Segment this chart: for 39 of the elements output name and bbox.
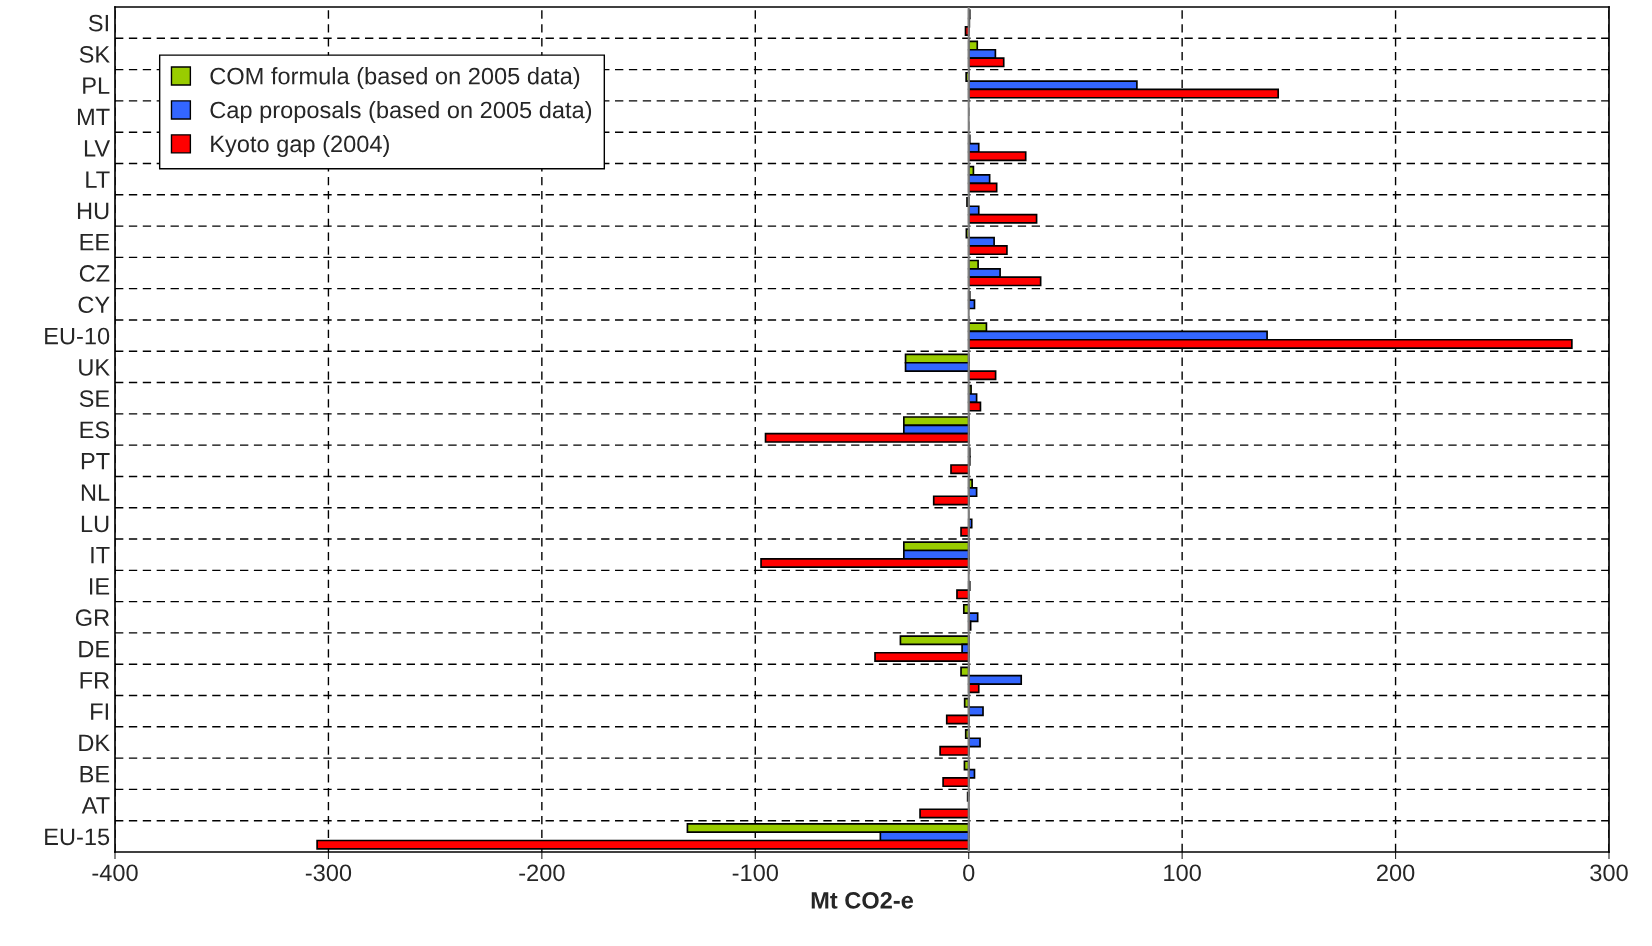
y-tick-label: UK [79, 359, 110, 376]
x-tick-label: 200 [1377, 864, 1415, 882]
y-tick-label: PL [83, 77, 110, 94]
y-tick-label: ES [80, 421, 110, 439]
legend-label: Kyoto gap (2004) [211, 134, 389, 157]
y-tick-label: SE [79, 390, 110, 407]
y-tick-label: IE [90, 578, 110, 595]
y-tick-label: HU [77, 202, 109, 220]
legend-label: Cap proposals (based on 2005 data) [210, 101, 592, 124]
legend-label: COM formula (based on 2005 data) [210, 67, 580, 90]
x-tick-label: -300 [305, 864, 352, 882]
y-tick-label: MT [77, 108, 110, 126]
y-tick-label: EU-10 [45, 327, 110, 345]
x-tick-label: -200 [519, 864, 565, 882]
y-tick-label: DK [79, 734, 110, 752]
y-tick-label: NL [81, 484, 110, 501]
x-axis-title: Mt CO2-e [811, 891, 914, 909]
y-tick-label: LV [84, 140, 111, 157]
y-tick-label: LT [86, 171, 110, 188]
y-tick-label: FI [91, 703, 108, 720]
y-tick-label: EE [80, 234, 110, 251]
x-tick-label: 300 [1590, 864, 1628, 882]
y-tick-label: EU-15 [45, 828, 110, 846]
y-tick-label: DE [79, 640, 110, 658]
x-tick-label: -100 [732, 864, 778, 882]
y-tick-label: AT [81, 797, 110, 814]
y-tick-label: IT [91, 547, 110, 564]
y-tick-label: FR [80, 672, 110, 689]
y-tick-label: PT [81, 453, 110, 470]
y-tick-label: SI [88, 14, 108, 32]
y-tick-label: CZ [79, 265, 110, 282]
x-tick-label: 0 [963, 864, 975, 882]
x-tick-label: -400 [92, 864, 138, 882]
x-tick-label: 100 [1164, 864, 1201, 882]
y-tick-label: LU [81, 515, 109, 533]
y-tick-label: BE [80, 766, 110, 783]
y-tick-label: CY [78, 296, 110, 314]
y-tick-label: SK [79, 46, 110, 63]
y-tick-label: GR [75, 609, 110, 627]
